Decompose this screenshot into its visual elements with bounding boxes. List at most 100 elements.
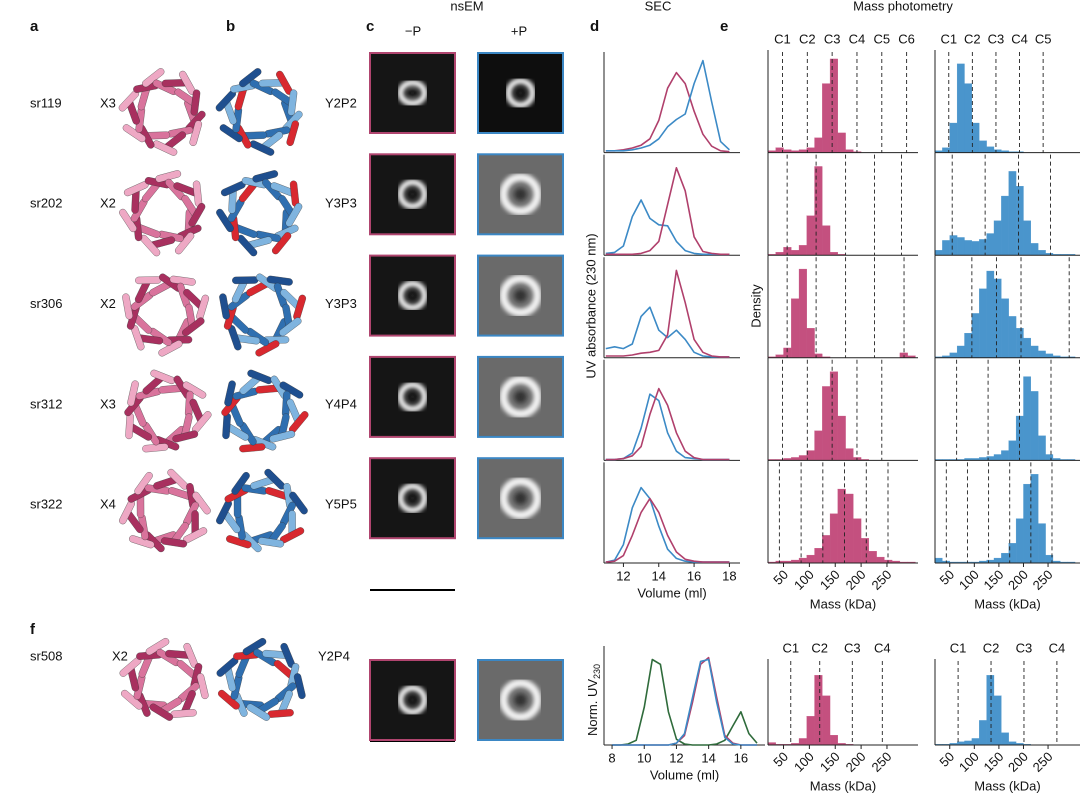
histogram-bar [798,455,807,461]
particle-core [408,392,417,402]
sec-trace [605,71,730,153]
y-label: Y2P4 [318,648,350,663]
x-axis-label: Volume (ml) [650,767,719,782]
histogram-bar [979,140,987,153]
structure-helix [125,412,134,440]
structure [221,369,309,453]
x-label: X2 [100,296,116,311]
x-tick-label: 250 [869,567,895,593]
histogram-bar [860,538,870,564]
structure-helix [267,709,294,718]
histogram-bar [1038,350,1046,358]
histogram-bar [1030,243,1039,256]
histogram-bar [1008,171,1017,256]
histogram-bar [1023,220,1031,256]
x-tick-label: 10 [637,750,651,765]
row-name: sr312 [30,396,63,411]
histogram-bar [876,556,885,564]
structure [216,468,308,553]
histogram-bar [1030,474,1039,564]
histogram-bar [1038,523,1046,564]
structure [119,170,206,257]
panel-label: e [720,18,728,35]
structure-helix [182,317,205,337]
x-tick-label: 100 [791,567,817,593]
reference-label: C5 [1035,31,1052,46]
particle-ring [397,381,428,412]
histogram-bar [806,716,815,746]
sec-trace [605,497,730,563]
histogram-bar [829,735,838,746]
reference-label: C3 [844,640,861,655]
sec-trace [605,306,730,358]
particle [397,280,428,311]
panel-label: d [590,18,599,35]
reference-label: C2 [964,31,981,46]
structure-helix [232,276,259,285]
structure-helix [269,430,296,443]
histogram-bar [822,225,831,256]
histogram-bar [964,83,973,153]
reference-label: C2 [811,640,828,655]
structure [215,68,303,156]
histogram-bar [971,241,980,256]
panel-label: f [30,621,36,638]
particle-core [408,494,417,503]
reference-label: C2 [983,640,1000,655]
histogram-bar [1045,353,1054,358]
axis-label: Norm. UV230 [585,664,602,736]
reference-label: C5 [873,31,890,46]
particle-core [514,492,527,505]
axis-label-main: Norm. UV [585,679,600,736]
x-tick-label: 14 [652,568,666,583]
histogram-bar [814,137,823,153]
histogram-bar [837,132,846,153]
particle-core [514,188,527,201]
histogram-bar [1030,345,1039,358]
structure-helix [246,703,271,721]
structure-helix [222,412,231,440]
histogram-bar [1030,391,1039,461]
y-label: Y3P3 [325,196,357,211]
histogram-bar [993,278,1002,358]
x-tick-label: 200 [843,749,869,775]
header: −P [405,23,421,38]
histogram-bar [1038,250,1046,256]
histogram-bar [949,352,958,358]
histogram-bar [806,450,815,461]
histogram-bar [829,58,838,153]
reference-label: C1 [782,640,799,655]
histogram-bar [806,147,815,153]
histogram-bar [964,240,973,256]
histogram-bar [986,270,995,358]
histogram-bar [806,554,815,564]
histogram-bar [822,695,831,746]
x-tick-label: 12 [669,750,683,765]
row-name: sr202 [30,196,63,211]
x-label: X3 [100,396,116,411]
header: nsEM [450,0,483,13]
histogram-bar [798,268,807,358]
histogram-bar [1008,316,1017,358]
particle [397,179,428,210]
x-tick-label: 250 [1030,749,1056,775]
x-tick-label: 50 [936,749,957,770]
particle [499,679,542,721]
particle [499,375,542,418]
histogram-bar [971,122,980,153]
histogram-bar [798,557,807,564]
particle-core [514,289,527,302]
histogram-bar [829,513,838,564]
row-name: sr508 [30,648,63,663]
row-name: sr306 [30,296,63,311]
row-name: sr119 [30,95,62,110]
y-label: Y5P5 [325,497,357,512]
sec-trace [605,269,730,358]
histogram-bar [822,386,831,461]
x-axis-label: Mass (kDa) [974,778,1040,793]
reference-label: C1 [950,640,967,655]
particle-ring [505,78,536,108]
structure [118,68,206,156]
structure [124,369,212,453]
reference-label: C4 [874,640,891,655]
